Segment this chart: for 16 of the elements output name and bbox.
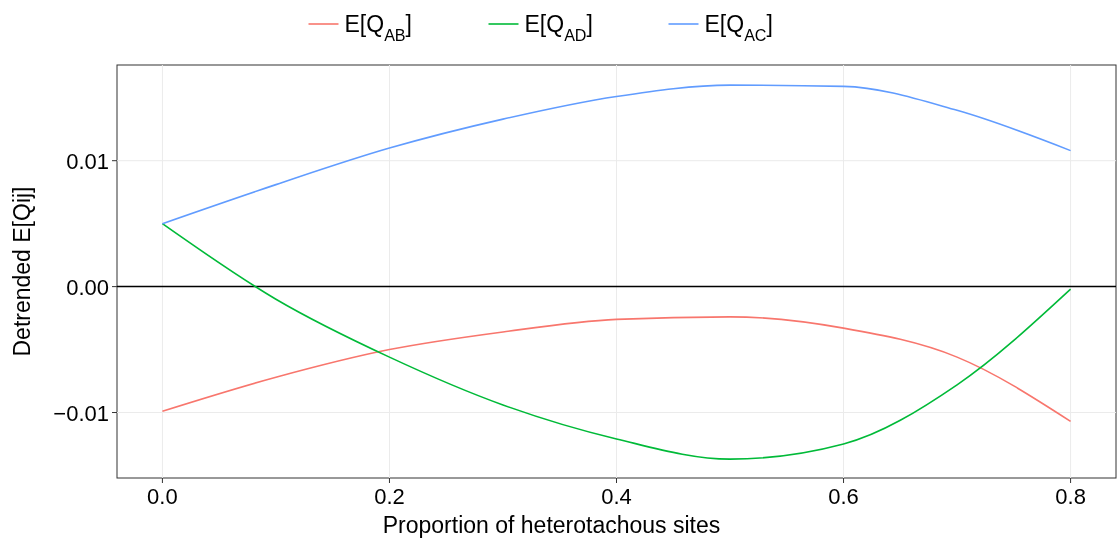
x-tick-label: 0.4 (601, 484, 632, 509)
line-series (161, 222, 1072, 460)
line-series (161, 316, 1072, 423)
x-tick-label: 0.6 (828, 484, 859, 509)
line-series (161, 84, 1072, 225)
x-tick-label: 0.0 (147, 484, 178, 509)
y-tick-label: 0.01 (66, 148, 109, 174)
legend-label: E[Q$_{AB}$] (344, 11, 412, 44)
y-axis-title: Detrended E[Qij] (9, 186, 35, 357)
y-tick-label: 0.00 (66, 274, 109, 300)
legend-label: E[Q$_{AC}$] (704, 11, 773, 44)
x-tick-label: 0.8 (1055, 484, 1086, 509)
legend-label: E[Q$_{AD}$] (524, 11, 593, 44)
x-axis-title: Proportion of heterotachous sites (382, 512, 721, 538)
y-tick-label: −0.01 (53, 400, 109, 426)
x-tick-label: 0.2 (374, 484, 405, 509)
